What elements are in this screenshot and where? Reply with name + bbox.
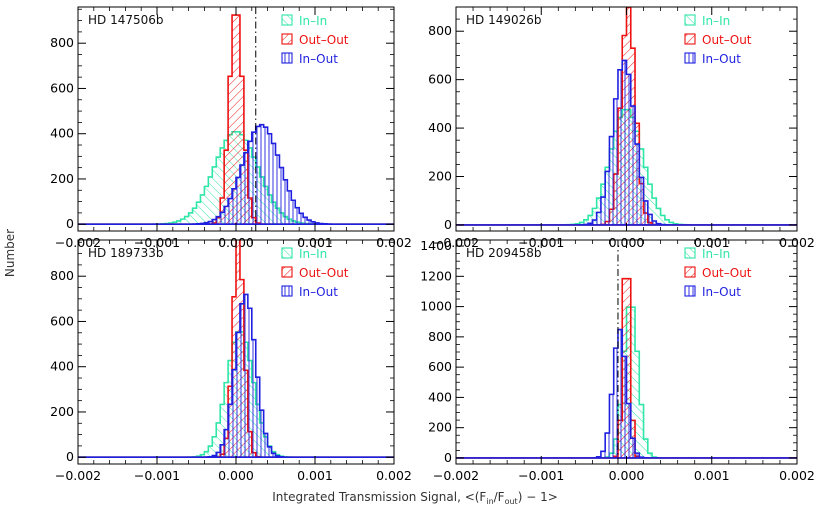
legend-swatch [684, 33, 696, 45]
y-tick-label: 800 [428, 23, 452, 38]
x-tick-label: 0.001 [694, 468, 730, 483]
y-tick-label: 600 [428, 359, 452, 374]
y-tick-label: 200 [50, 404, 74, 419]
y-tick-label: 0 [66, 449, 74, 464]
legend-label: In–Out [299, 52, 338, 66]
legend-label: In–In [702, 247, 730, 261]
y-axis-title: Number [3, 229, 17, 277]
histogram-series-3 [78, 123, 394, 226]
y-tick-label: 400 [50, 359, 74, 374]
y-tick-label: 200 [428, 169, 452, 184]
x-tick-label: −0.002 [433, 468, 479, 483]
legend-swatch [684, 14, 696, 26]
x-axis-title-sub-out: out [505, 497, 518, 506]
y-tick-label: 200 [50, 171, 74, 186]
legend-label: In–In [702, 14, 730, 28]
legend-label: Out–Out [702, 266, 752, 280]
y-tick-label: 1400 [420, 238, 452, 253]
legend-swatch [684, 266, 696, 278]
y-tick-label: 800 [50, 268, 74, 283]
legend-swatch [281, 266, 293, 278]
panel-title: HD 209458b [466, 246, 542, 260]
y-tick-label: 800 [428, 329, 452, 344]
histogram-series-3 [456, 59, 797, 226]
histogram-series-3 [78, 293, 394, 459]
legend-swatch [281, 247, 293, 259]
panel-title: HD 189733b [88, 246, 164, 260]
y-tick-label: 200 [428, 420, 452, 435]
y-tick-label: 0 [66, 216, 74, 231]
y-tick-label: 1200 [420, 268, 452, 283]
x-axis-title-mid: /F [494, 490, 505, 504]
x-tick-label: 0.002 [376, 468, 412, 483]
x-axis-title-main: Integrated Transmission Signal, <(F [272, 490, 486, 504]
legend-label: In–Out [702, 285, 741, 299]
x-axis-title-sub-in: in [486, 497, 493, 506]
y-tick-label: 1000 [420, 299, 452, 314]
legend-swatch [281, 14, 293, 26]
panel-4: −0.002 −0.001 0.000 0.001 0.002 0 200 400 600 800… [420, 238, 815, 483]
y-tick-label: 0 [444, 217, 452, 232]
y-tick-label: 600 [428, 72, 452, 87]
x-tick-label: 0.000 [218, 468, 254, 483]
legend-swatch [684, 285, 696, 297]
plot-area [78, 7, 394, 231]
y-tick-label: 600 [50, 313, 74, 328]
histogram-series-3 [456, 328, 797, 459]
y-tick-label: 400 [428, 389, 452, 404]
y-tick-label: 800 [50, 35, 74, 50]
legend-label: In–In [299, 247, 327, 261]
panel-3: −0.002 −0.001 0.000 0.001 0.002 0 200 400 600 800… [50, 239, 412, 483]
plot-area [456, 240, 797, 464]
legend-label: In–Out [702, 52, 741, 66]
y-tick-label: 0 [444, 450, 452, 465]
panel-2: −0.002 −0.001 0.000 0.001 0.0020200400600800… [428, 6, 815, 250]
legend-label: In–In [299, 14, 327, 28]
legend-swatch [281, 33, 293, 45]
plot-area [78, 240, 394, 459]
x-tick-label: 0.000 [609, 468, 645, 483]
panel-1: −0.002−0.0010.0000.0010.0020200400600800… [50, 6, 412, 250]
legend-label: Out–Out [299, 266, 349, 280]
y-tick-label: 400 [428, 120, 452, 135]
panel-title: HD 147506b [88, 13, 164, 27]
legend-swatch [281, 285, 293, 297]
panel-title: HD 149026b [466, 13, 542, 27]
legend-label: Out–Out [299, 33, 349, 47]
x-tick-label: −0.001 [518, 468, 564, 483]
legend-swatch [684, 247, 696, 259]
legend-swatch [281, 52, 293, 64]
x-axis-title: Integrated Transmission Signal, <(Fin/Fo… [272, 490, 558, 506]
x-tick-label: 0.001 [297, 468, 333, 483]
x-tick-label: 0.002 [779, 468, 815, 483]
x-tick-label: −0.002 [55, 468, 101, 483]
legend-label: In–Out [299, 285, 338, 299]
legend-swatch [684, 52, 696, 64]
legend-label: Out–Out [702, 33, 752, 47]
y-tick-label: 600 [50, 80, 74, 95]
x-tick-label: −0.001 [134, 468, 180, 483]
x-axis-title-end: ) − 1> [518, 490, 558, 504]
y-tick-label: 400 [50, 126, 74, 141]
